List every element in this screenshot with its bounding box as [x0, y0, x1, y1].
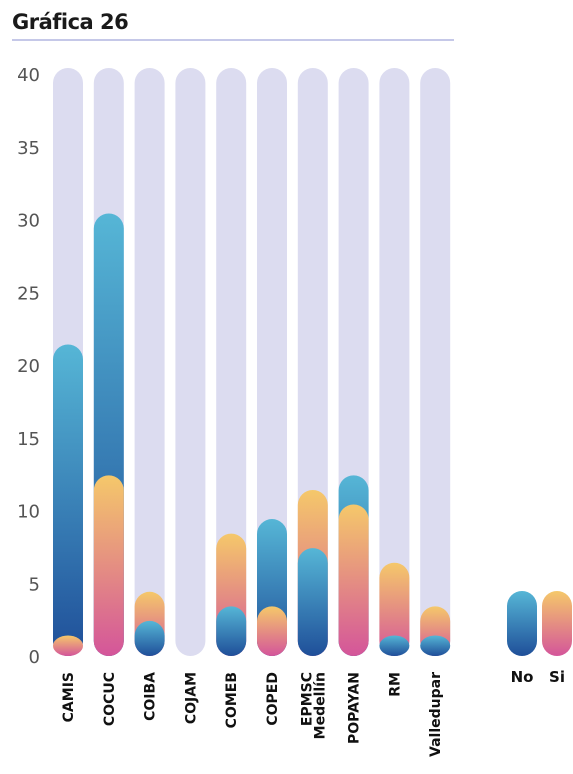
x-axis: CAMIS COCUC COIBA COJAM COMEB COPED EPMSCMedel… [61, 672, 444, 757]
bar-no [216, 606, 247, 656]
svg-text:COIBA: COIBA [143, 672, 159, 721]
bar-no [297, 548, 328, 656]
x-tick-label: Valledupar [428, 672, 444, 757]
legend: No Si [507, 591, 572, 686]
bar-track [379, 68, 410, 656]
y-tick-label: 20 [17, 356, 40, 377]
y-tick-label: 40 [17, 65, 40, 86]
svg-text:Medellín: Medellín [312, 672, 328, 739]
svg-text:COPED: COPED [265, 672, 281, 726]
x-tick-label: COCUC [102, 672, 118, 726]
bar-si [257, 606, 287, 656]
y-tick-label: 10 [17, 502, 40, 523]
bar-no [53, 344, 83, 656]
svg-text:COCUC: COCUC [102, 672, 118, 726]
y-tick-label: 15 [17, 429, 40, 450]
x-tick-label: COMEB [224, 672, 240, 728]
title-rule [12, 39, 454, 41]
bar-no [134, 620, 165, 656]
x-tick-label: COJAM [183, 672, 199, 724]
x-tick-label: RM [387, 672, 403, 697]
bar-si [53, 635, 83, 656]
legend-item: Si [542, 591, 572, 686]
y-tick-label: 25 [17, 283, 40, 304]
x-tick-label: CAMIS [61, 672, 77, 722]
chart-title: Gráfica 26 [12, 10, 129, 34]
bar-track [216, 68, 247, 656]
bar-track [134, 68, 165, 656]
bar-no [420, 635, 451, 656]
svg-text:RM: RM [387, 672, 403, 697]
x-tick-label: COIBA [143, 672, 159, 721]
y-tick-label: 30 [17, 211, 40, 232]
y-tick-label: 0 [29, 647, 40, 668]
bar-track [420, 68, 451, 656]
svg-text:COMEB: COMEB [224, 672, 240, 728]
bar-si [93, 475, 124, 656]
svg-text:Valledupar: Valledupar [428, 672, 444, 757]
y-tick-label: 35 [17, 138, 40, 159]
legend-item: No [507, 591, 537, 686]
legend-swatch [507, 591, 537, 656]
legend-label: Si [549, 668, 565, 686]
svg-text:POPAYAN: POPAYAN [347, 672, 363, 744]
bar-track [175, 68, 206, 656]
legend-label: No [511, 668, 534, 686]
svg-text:COJAM: COJAM [183, 672, 199, 724]
bar-track [257, 68, 287, 656]
bar-no [379, 635, 410, 656]
svg-text:EPMSC: EPMSC [299, 672, 315, 726]
x-tick-label: POPAYAN [347, 672, 363, 744]
svg-text:CAMIS: CAMIS [61, 672, 77, 722]
y-axis: 0 5 10 15 20 25 30 35 40 [17, 65, 40, 668]
legend-swatch [542, 591, 572, 656]
y-tick-label: 5 [29, 574, 40, 595]
bar-si [379, 562, 410, 656]
bars [53, 213, 451, 656]
bar-si [338, 504, 369, 656]
x-tick-label: COPED [265, 672, 281, 726]
